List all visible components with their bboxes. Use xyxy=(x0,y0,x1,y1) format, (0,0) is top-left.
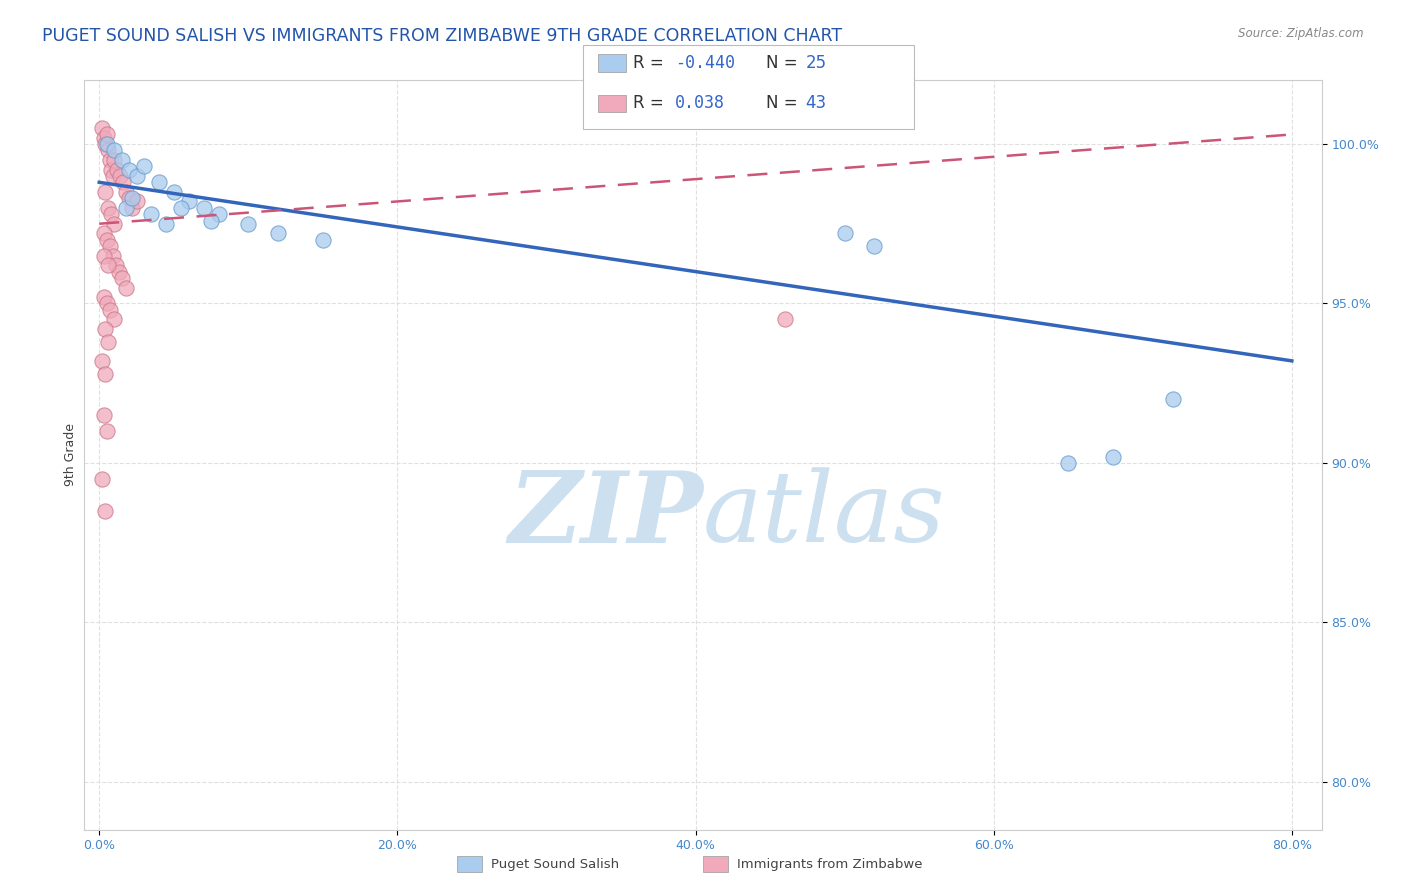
Point xyxy=(238,217,260,231)
Point xyxy=(97,334,120,349)
Y-axis label: 9th Grade: 9th Grade xyxy=(65,424,77,486)
Text: Immigrants from Zimbabwe: Immigrants from Zimbabwe xyxy=(737,858,922,871)
Point xyxy=(107,264,129,278)
Text: 25: 25 xyxy=(806,54,827,72)
Text: atlas: atlas xyxy=(703,467,946,563)
Point xyxy=(155,217,177,231)
Point xyxy=(96,128,118,142)
Text: R =: R = xyxy=(633,54,669,72)
Point xyxy=(112,175,135,189)
Point xyxy=(97,201,120,215)
Point xyxy=(105,162,128,177)
Point xyxy=(91,354,114,368)
Point xyxy=(94,185,117,199)
Point xyxy=(125,194,148,209)
Point xyxy=(111,153,134,167)
Point xyxy=(94,367,117,381)
Point xyxy=(267,227,290,241)
Point xyxy=(103,153,125,167)
Point xyxy=(101,249,124,263)
Point xyxy=(773,312,796,326)
Text: -0.440: -0.440 xyxy=(675,54,735,72)
Point xyxy=(93,227,115,241)
Point xyxy=(312,233,335,247)
Point xyxy=(103,312,125,326)
Point xyxy=(177,194,200,209)
Point xyxy=(163,185,186,199)
Point xyxy=(863,239,886,253)
Point xyxy=(103,217,125,231)
Point xyxy=(97,144,120,158)
Point xyxy=(98,239,121,253)
Point xyxy=(98,153,121,167)
Text: 0.038: 0.038 xyxy=(675,95,725,112)
Point xyxy=(1161,392,1184,406)
Point xyxy=(132,160,155,174)
Point xyxy=(96,136,118,151)
Point xyxy=(834,227,856,241)
Point xyxy=(96,296,118,310)
Point xyxy=(115,280,138,294)
Point xyxy=(1102,450,1125,464)
Text: Puget Sound Salish: Puget Sound Salish xyxy=(491,858,619,871)
Point xyxy=(100,207,122,221)
Point xyxy=(101,169,124,183)
Point xyxy=(193,201,215,215)
Text: ZIP: ZIP xyxy=(508,467,703,563)
Point xyxy=(121,191,143,205)
Point xyxy=(170,201,193,215)
Point xyxy=(121,201,143,215)
Point xyxy=(91,121,114,136)
Point xyxy=(91,472,114,486)
Point xyxy=(94,322,117,336)
Point xyxy=(115,185,138,199)
Point xyxy=(96,424,118,438)
Point xyxy=(100,162,122,177)
Point xyxy=(93,408,115,422)
Point xyxy=(111,271,134,285)
Text: R =: R = xyxy=(633,95,669,112)
Point xyxy=(94,504,117,518)
Point xyxy=(115,201,138,215)
Point xyxy=(97,258,120,272)
Point xyxy=(1057,456,1080,470)
Point xyxy=(98,302,121,317)
Point xyxy=(108,169,131,183)
Point xyxy=(103,144,125,158)
Point xyxy=(96,233,118,247)
Text: Source: ZipAtlas.com: Source: ZipAtlas.com xyxy=(1239,27,1364,40)
Point xyxy=(207,207,229,221)
Point xyxy=(104,258,127,272)
Text: N =: N = xyxy=(766,54,803,72)
Point xyxy=(125,169,148,183)
Point xyxy=(141,207,163,221)
Point xyxy=(94,136,117,151)
Text: N =: N = xyxy=(766,95,803,112)
Point xyxy=(93,249,115,263)
Point xyxy=(200,213,222,227)
Point xyxy=(93,290,115,304)
Point xyxy=(118,191,141,205)
Point xyxy=(93,130,115,145)
Text: 43: 43 xyxy=(806,95,827,112)
Text: PUGET SOUND SALISH VS IMMIGRANTS FROM ZIMBABWE 9TH GRADE CORRELATION CHART: PUGET SOUND SALISH VS IMMIGRANTS FROM ZI… xyxy=(42,27,842,45)
Point xyxy=(148,175,170,189)
Point xyxy=(118,162,141,177)
